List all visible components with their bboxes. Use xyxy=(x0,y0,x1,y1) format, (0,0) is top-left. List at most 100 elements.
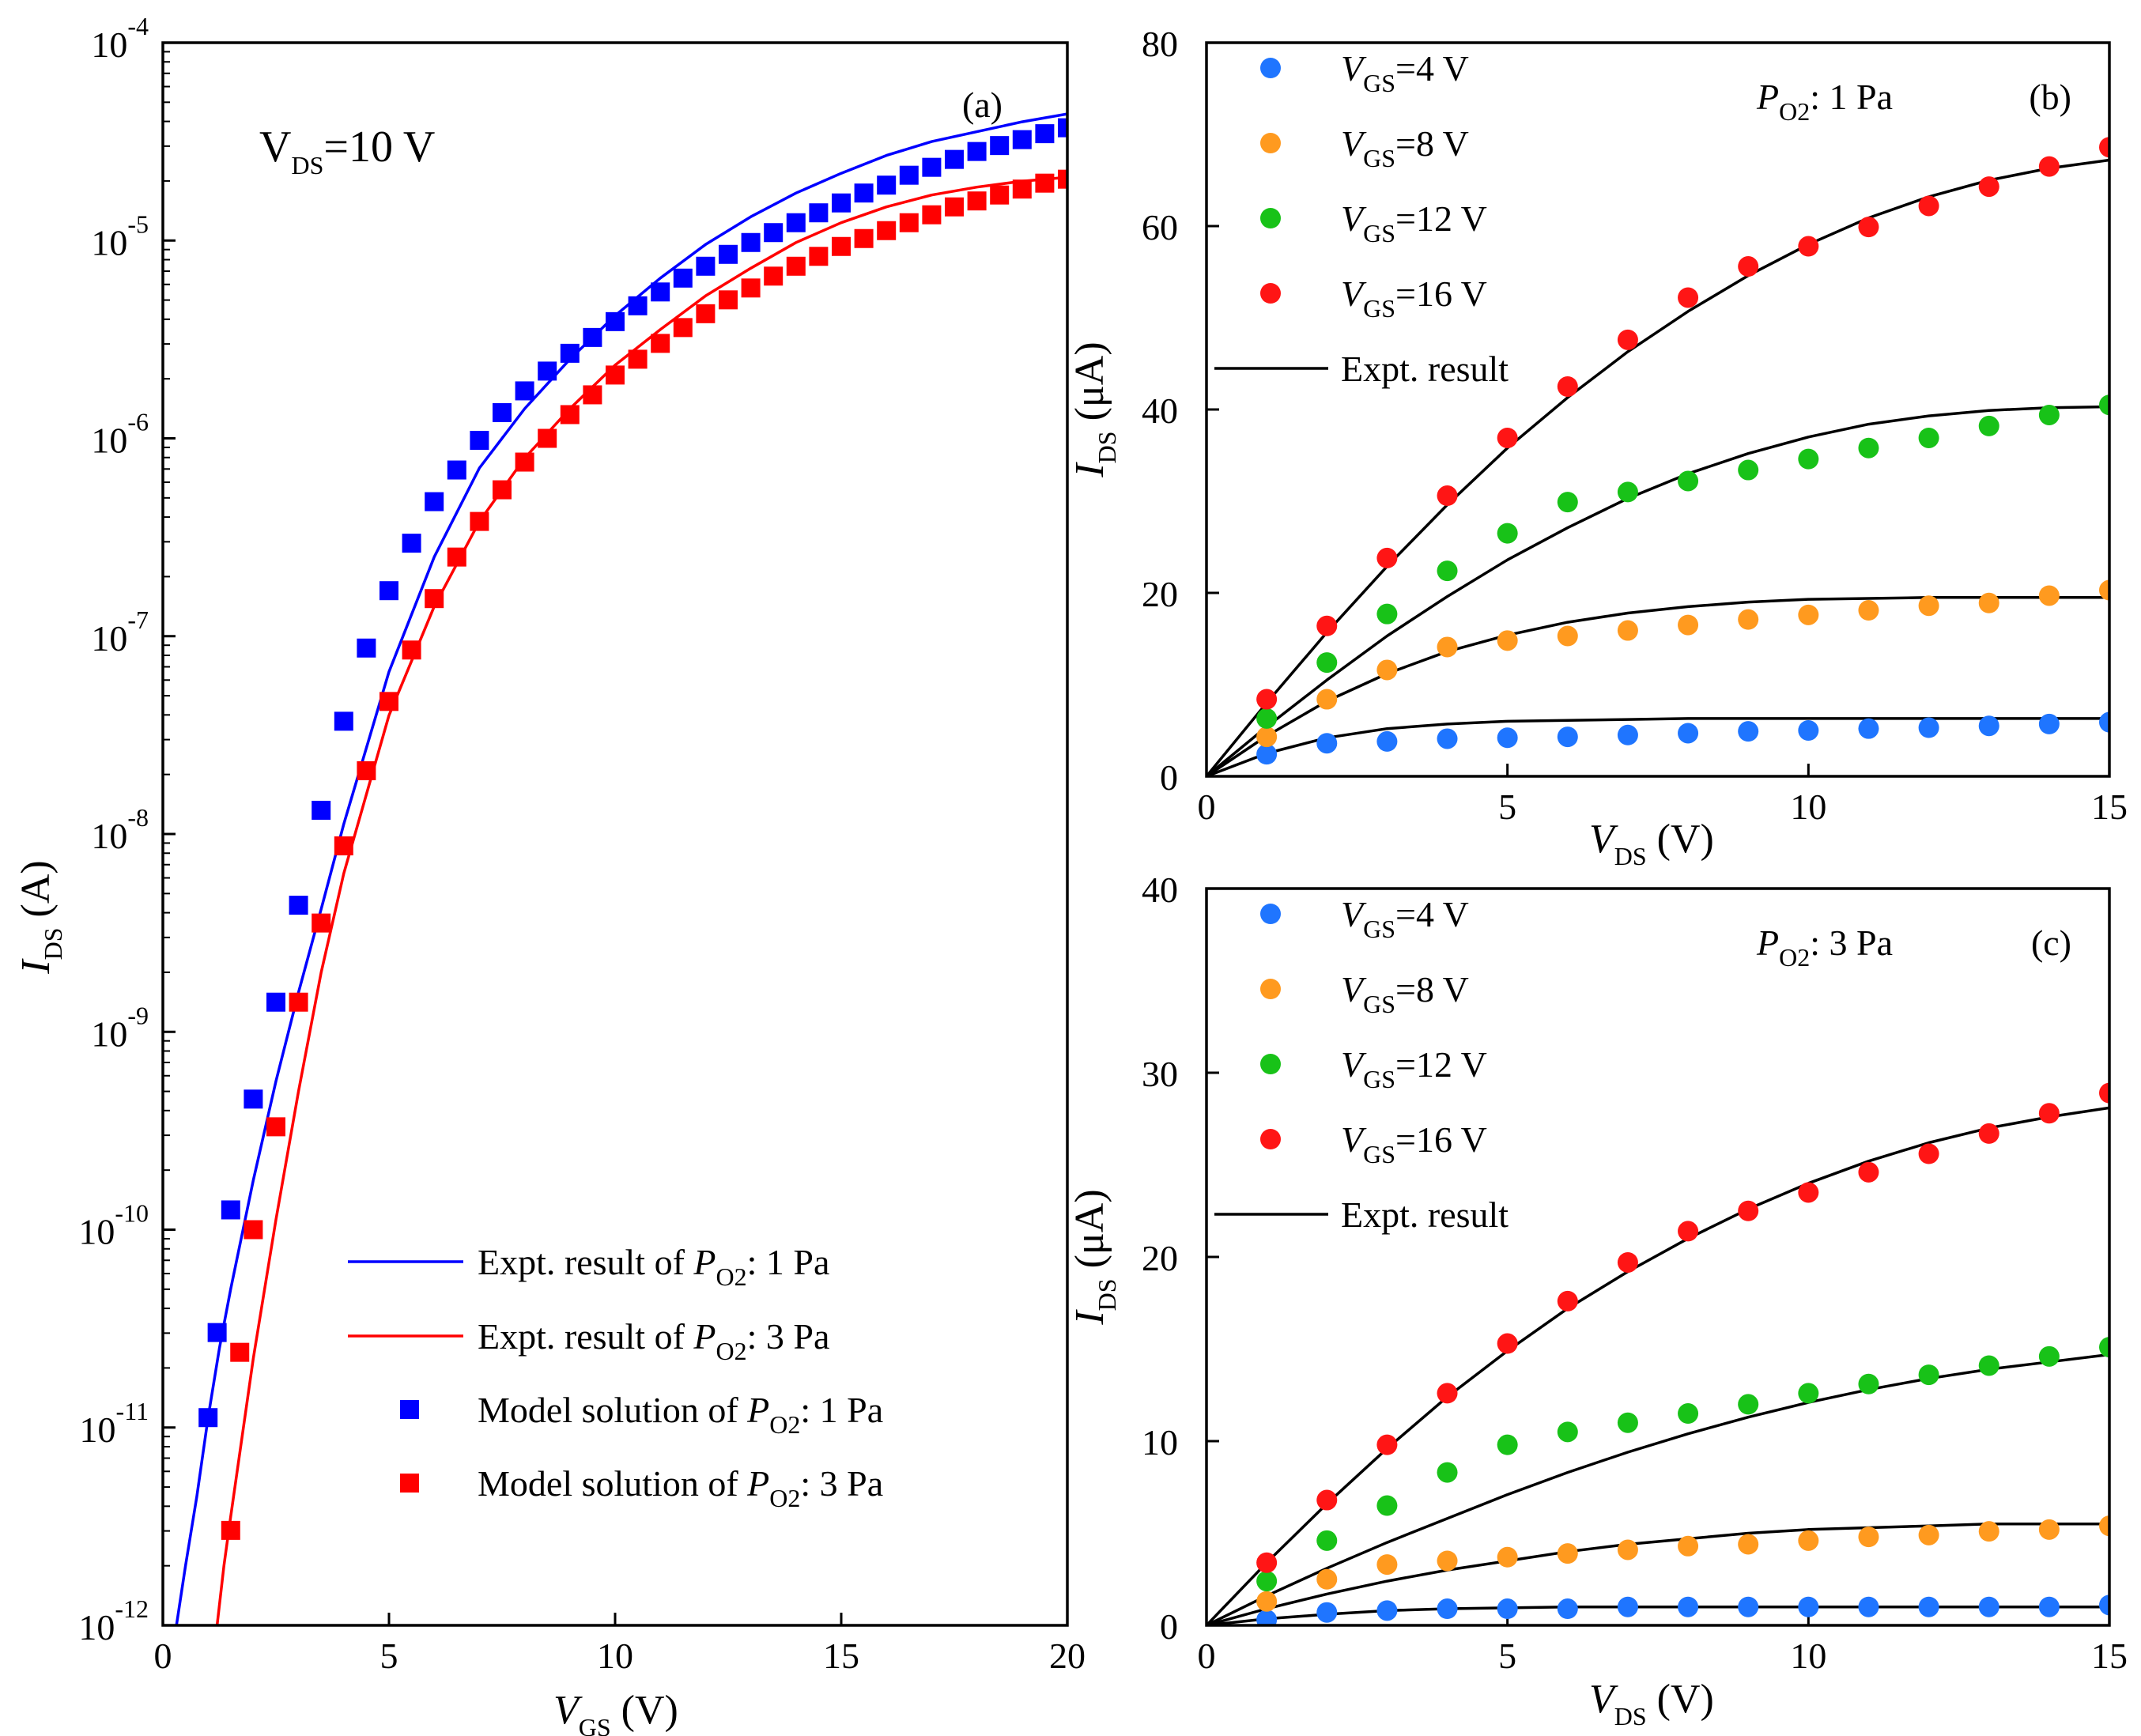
dot-marker-dot_blue-b xyxy=(1376,731,1397,752)
dot-marker-dot_green-c xyxy=(1919,1364,1939,1385)
dot-marker-dot_green-b xyxy=(1497,523,1518,544)
dot-marker-dot_orange-c xyxy=(1979,1521,1999,1542)
dot-marker-dot_green-c xyxy=(1256,1571,1277,1591)
y-tick-base-a: 10 xyxy=(91,421,127,461)
dot-marker-dot_red-b xyxy=(1858,217,1879,237)
square-marker-blue-a xyxy=(447,461,466,480)
dot-marker-dot_green-b xyxy=(1316,652,1337,673)
dot-marker-dot_orange-b xyxy=(1256,726,1277,747)
square-marker-blue-a xyxy=(538,361,557,380)
square-marker-red-a xyxy=(742,278,761,297)
legend-rest: =12 V xyxy=(1395,198,1487,239)
dot-marker-dot_blue-c xyxy=(1798,1597,1818,1617)
square-marker-blue-a xyxy=(470,431,489,450)
y-axis-label-a-rest: (A) xyxy=(13,860,59,927)
dot-marker-dot_green-b xyxy=(1798,449,1818,470)
legend-square-3 xyxy=(400,1474,419,1493)
square-marker-red-a xyxy=(922,206,941,225)
legend-sub: GS xyxy=(1363,1140,1395,1168)
square-marker-red-a xyxy=(561,405,580,424)
square-marker-red-a xyxy=(244,1221,262,1240)
y-tick-exp-a: -8 xyxy=(127,803,149,832)
legend-pre: Expt. result of xyxy=(478,1242,693,1282)
dot-marker-dot_blue-b xyxy=(1558,726,1578,747)
dot-marker-dot_green-c xyxy=(1798,1383,1818,1403)
legend-sub: O2 xyxy=(716,1337,747,1365)
dot-marker-dot_orange-b xyxy=(1979,593,1999,613)
square-marker-red-a xyxy=(968,191,987,210)
dot-marker-dot_blue-c xyxy=(1738,1597,1758,1617)
dot-marker-dot_blue-b xyxy=(1316,733,1337,753)
condition-sym: P xyxy=(1756,923,1779,963)
dot-marker-dot_orange-c xyxy=(1738,1534,1758,1554)
x-tick-label-b: 0 xyxy=(1198,787,1216,827)
figure-background xyxy=(0,0,2141,1736)
dot-marker-dot_blue-c xyxy=(1376,1600,1397,1621)
dot-marker-dot_blue-c xyxy=(1558,1598,1578,1619)
legend-sub: GS xyxy=(1363,1065,1395,1093)
legend-rest: =16 V xyxy=(1395,1119,1487,1160)
legend-entry-b: Expt. result xyxy=(1341,349,1509,389)
legend-sub: GS xyxy=(1363,219,1395,247)
y-tick-label-b: 60 xyxy=(1142,207,1178,247)
legend-dot-c xyxy=(1260,904,1281,924)
square-marker-blue-a xyxy=(832,194,851,213)
legend-pre: Model solution of xyxy=(478,1463,747,1504)
dot-marker-dot_red-c xyxy=(1558,1291,1578,1311)
legend-rest: =4 V xyxy=(1395,48,1469,89)
dot-marker-dot_red-b xyxy=(1979,176,1999,197)
dot-marker-dot_orange-b xyxy=(1738,609,1758,630)
dot-marker-dot_green-c xyxy=(1618,1413,1638,1433)
dot-marker-dot_red-b xyxy=(2039,157,2060,177)
legend-dot-b xyxy=(1260,58,1281,78)
x-tick-label-b: 10 xyxy=(1790,787,1826,827)
dot-marker-dot_red-b xyxy=(1316,616,1337,636)
panel-label-b: (b) xyxy=(2029,77,2071,117)
x-tick-label-a: 20 xyxy=(1049,1636,1086,1676)
dot-marker-dot_blue-b xyxy=(1979,715,1999,736)
square-marker-blue-a xyxy=(1035,124,1054,143)
legend-sub: GS xyxy=(1363,144,1395,172)
square-marker-blue-a xyxy=(900,166,919,185)
square-marker-blue-a xyxy=(583,328,602,347)
y-axis-label-b-rest: (μA) xyxy=(1067,342,1112,431)
panel-label-a: (a) xyxy=(962,85,1003,125)
square-marker-red-a xyxy=(696,304,715,323)
dot-marker-dot_blue-b xyxy=(1618,725,1638,745)
condition-sub: O2 xyxy=(1779,97,1810,126)
y-tick-exp-a: -4 xyxy=(127,12,149,40)
square-marker-blue-a xyxy=(606,312,625,331)
legend-sub: GS xyxy=(1363,294,1395,323)
dot-marker-dot_red-b xyxy=(1256,689,1277,710)
square-marker-red-a xyxy=(425,589,444,608)
square-marker-blue-a xyxy=(922,158,941,177)
dot-marker-dot_red-c xyxy=(1678,1221,1698,1241)
dot-marker-dot_orange-b xyxy=(1376,659,1397,680)
legend-sym: P xyxy=(693,1316,716,1357)
dot-marker-dot_green-c xyxy=(1376,1496,1397,1516)
x-axis-label-a-rest: (V) xyxy=(611,1688,678,1733)
dot-marker-dot_blue-c xyxy=(1316,1602,1337,1623)
figure: 0 5 10 15 2010-1210-1110-1010-910-810-710-61… xyxy=(0,0,2141,1736)
y-tick-label-c: 40 xyxy=(1142,870,1178,910)
y-tick-exp-a: -5 xyxy=(127,209,149,238)
legend-sym: P xyxy=(693,1242,716,1282)
square-marker-blue-a xyxy=(289,896,308,915)
square-marker-red-a xyxy=(1013,179,1032,198)
y-tick-label-b: 40 xyxy=(1142,391,1178,431)
square-marker-blue-a xyxy=(493,403,512,422)
dot-marker-dot_blue-c xyxy=(1919,1597,1939,1617)
dot-marker-dot_red-c xyxy=(1256,1553,1277,1573)
legend-sub: GS xyxy=(1363,990,1395,1018)
legend-dot-b xyxy=(1260,283,1281,304)
square-marker-red-a xyxy=(230,1343,249,1362)
legend-pre: Expt. result of xyxy=(478,1316,693,1357)
y-tick-exp-a: -7 xyxy=(127,606,149,634)
legend-post: : 3 Pa xyxy=(800,1463,883,1504)
y-tick-base-a: 10 xyxy=(91,1013,127,1054)
legend-sub: GS xyxy=(1363,915,1395,943)
square-marker-red-a xyxy=(629,349,648,368)
dot-marker-dot_red-b xyxy=(1919,195,1939,216)
square-marker-red-a xyxy=(357,761,376,780)
dot-marker-dot_orange-c xyxy=(1798,1530,1818,1551)
